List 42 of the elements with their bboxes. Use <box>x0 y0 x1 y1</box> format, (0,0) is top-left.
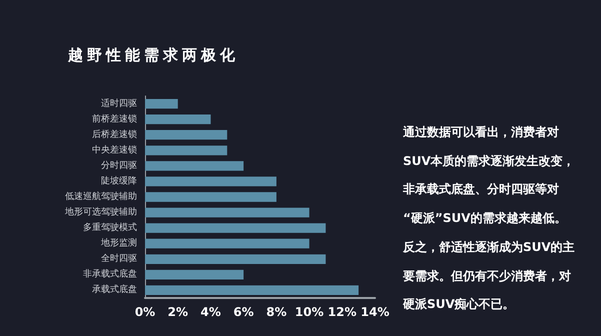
bar <box>145 285 359 296</box>
bar <box>145 254 326 264</box>
y-tick-label: 后桥差速锁 <box>92 128 137 140</box>
text: 通过数据可以看出，消费者对 <box>403 124 560 141</box>
x-tick-label: 4% <box>200 305 221 319</box>
y-tick-label: 全时四驱 <box>101 253 137 264</box>
y-tick-label: 地形监测 <box>100 238 137 249</box>
bar <box>145 270 244 280</box>
bar <box>145 114 211 124</box>
y-tick-label: 分时四驱 <box>101 160 137 171</box>
bar <box>145 130 228 140</box>
bar <box>145 192 276 202</box>
y-tick-label: 前桥差速锁 <box>92 113 137 124</box>
text: 要需求。但仍有不少消费者，对 <box>403 268 572 285</box>
y-tick-label: 非承载式底盘 <box>83 268 137 280</box>
text: 硬派SUV痴心不已。 <box>403 296 516 314</box>
text: “硬派”SUV的需求越来越低。 <box>403 210 568 228</box>
bar <box>145 223 326 233</box>
y-tick-label: 陡坡缓降 <box>101 175 137 186</box>
text: 非承载式底盘、分时四驱等对 <box>403 181 560 198</box>
x-tick-label: 6% <box>233 305 254 319</box>
y-tick-label: 多重驾驶模式 <box>83 222 137 234</box>
y-tick-label: 低速巡航驾驶辅助 <box>65 191 137 202</box>
bar <box>145 208 310 218</box>
text: 反之，舒适性逐渐成为SUV的主 <box>403 238 576 256</box>
chart-title: 越野性能需求两极化 <box>68 46 239 65</box>
y-tick-label: 地形可选驾驶辅助 <box>64 206 137 218</box>
bar <box>145 98 178 109</box>
x-tick-label: 10% <box>294 305 324 319</box>
bar <box>145 238 310 248</box>
x-tick-label: 8% <box>266 305 287 319</box>
bar <box>145 146 228 156</box>
y-tick-label: 适时四驱 <box>101 98 137 109</box>
x-tick-label: 0% <box>134 305 156 319</box>
x-tick-label: 14% <box>360 305 390 319</box>
x-tick-label: 12% <box>328 305 357 319</box>
bar <box>145 176 276 186</box>
x-tick-label: 2% <box>168 305 188 319</box>
text: SUV本质的需求逐渐发生改变， <box>403 152 576 170</box>
y-tick-label: 承载式底盘 <box>92 284 137 296</box>
bar <box>145 161 244 171</box>
y-tick-label: 中央差速锁 <box>92 144 137 156</box>
